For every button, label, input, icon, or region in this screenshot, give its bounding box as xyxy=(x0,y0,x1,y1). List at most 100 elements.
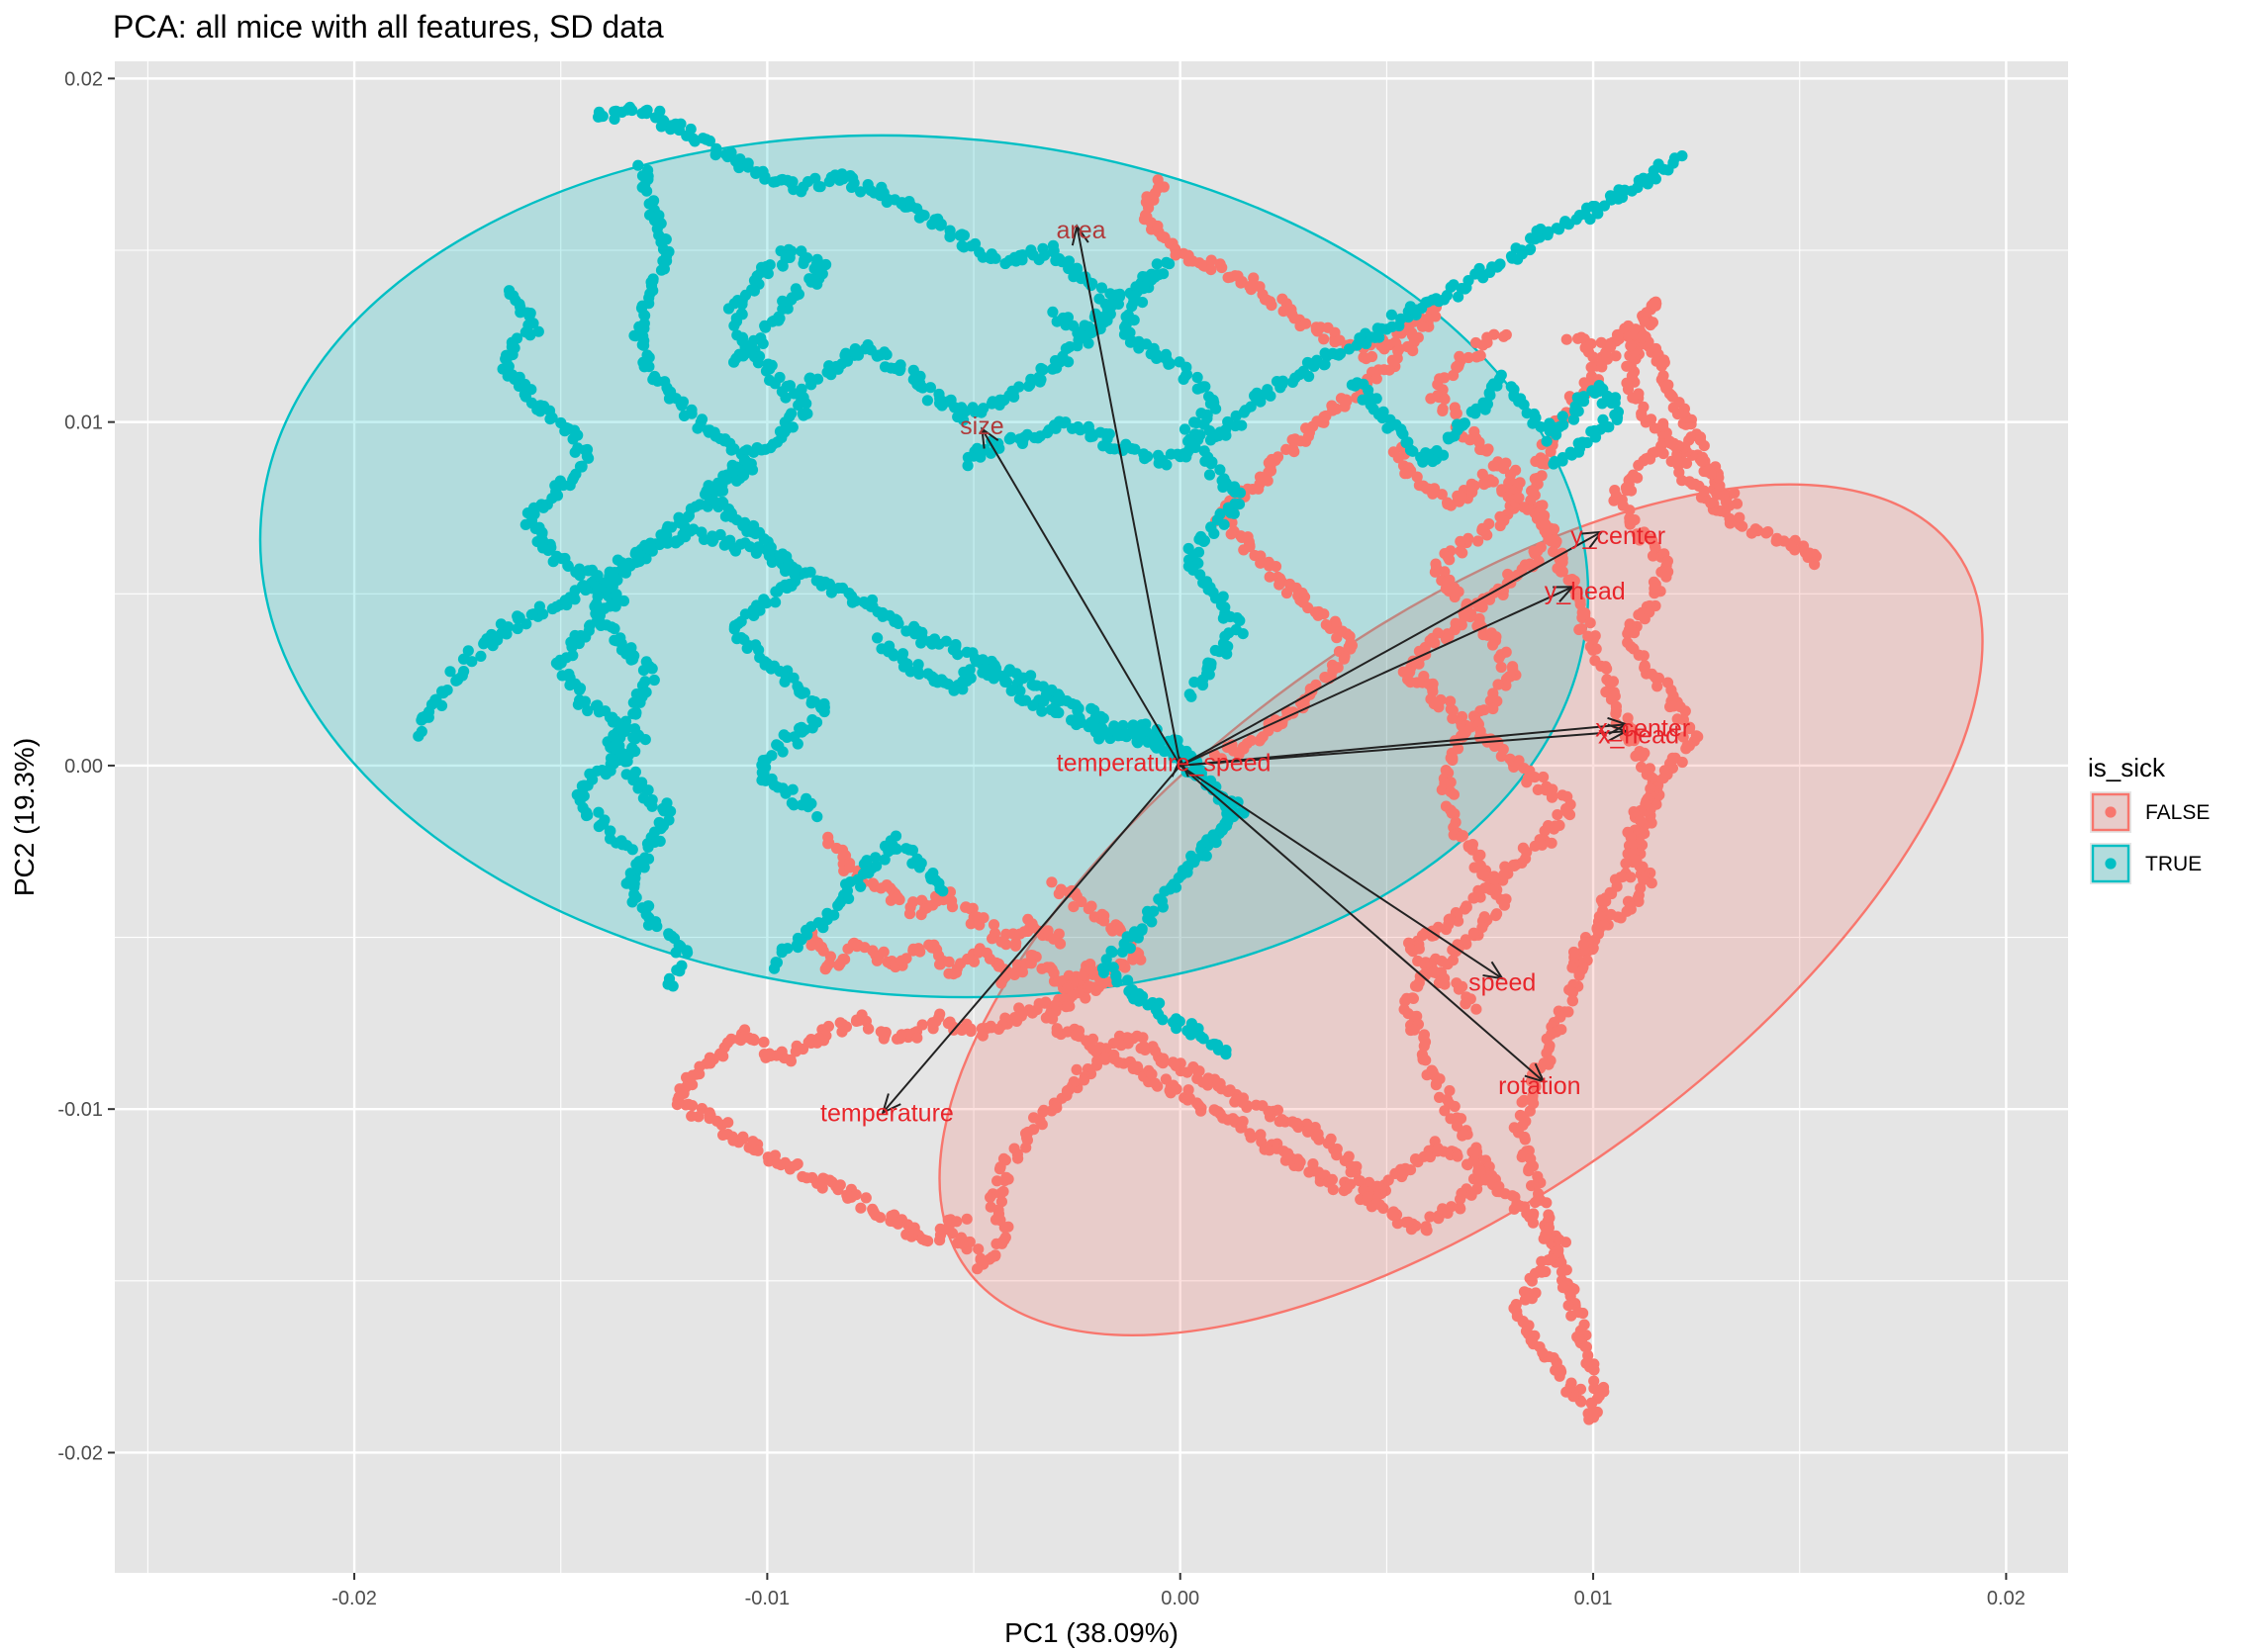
data-point xyxy=(1474,849,1486,861)
data-point xyxy=(1633,459,1645,471)
data-point xyxy=(547,556,559,568)
data-point xyxy=(627,696,639,708)
data-point xyxy=(1461,900,1472,912)
data-point xyxy=(1519,1294,1531,1306)
data-point xyxy=(552,659,564,671)
data-point xyxy=(520,618,532,630)
data-point xyxy=(725,444,737,456)
data-point xyxy=(1100,1043,1112,1055)
data-point xyxy=(755,332,767,344)
data-point xyxy=(782,943,794,955)
data-point xyxy=(667,980,679,992)
data-point xyxy=(737,1133,749,1145)
data-point xyxy=(1559,1237,1571,1248)
data-point xyxy=(1230,1094,1242,1106)
data-point xyxy=(741,444,753,456)
data-point xyxy=(918,210,930,222)
data-point xyxy=(1585,370,1598,382)
data-point xyxy=(940,635,952,647)
data-point xyxy=(643,198,655,210)
data-point xyxy=(600,769,613,780)
data-point xyxy=(567,433,579,445)
data-point xyxy=(781,731,793,744)
data-point xyxy=(852,349,865,361)
data-point xyxy=(765,663,777,675)
loading-label-rotation: rotation xyxy=(1498,1072,1580,1100)
data-point xyxy=(803,273,815,285)
data-point xyxy=(975,1253,987,1266)
data-point xyxy=(537,608,549,620)
data-point xyxy=(1469,408,1481,419)
data-point xyxy=(1527,1093,1539,1105)
x-axis-title: PC1 (38.09%) xyxy=(1004,1617,1179,1648)
data-point xyxy=(1550,820,1561,832)
data-point xyxy=(848,177,860,189)
data-point xyxy=(786,797,799,809)
data-point xyxy=(1404,677,1416,688)
data-point xyxy=(1439,978,1451,990)
data-point xyxy=(1518,1111,1530,1123)
data-point xyxy=(1566,994,1578,1007)
data-point xyxy=(934,220,947,231)
data-point xyxy=(1286,1116,1298,1128)
data-point xyxy=(1543,533,1555,545)
data-point xyxy=(1498,899,1510,911)
data-point xyxy=(458,666,470,678)
data-point xyxy=(911,1032,923,1044)
data-point xyxy=(746,284,758,296)
data-point xyxy=(1498,330,1510,342)
data-point xyxy=(1031,680,1043,691)
data-point xyxy=(1511,1311,1523,1323)
data-point xyxy=(990,1238,1002,1249)
data-point xyxy=(1635,815,1647,827)
data-point xyxy=(1054,938,1067,950)
data-point xyxy=(1217,481,1229,493)
data-point xyxy=(777,260,789,272)
y-axis-title: PC2 (19.3%) xyxy=(9,738,40,896)
data-point xyxy=(816,268,828,280)
data-point xyxy=(1646,413,1657,425)
data-point xyxy=(1343,1150,1355,1162)
data-point xyxy=(1122,974,1134,986)
data-point xyxy=(1474,1165,1486,1177)
data-point xyxy=(1460,998,1471,1010)
data-point xyxy=(1236,419,1248,431)
data-point xyxy=(1097,915,1110,927)
data-point xyxy=(790,1046,802,1057)
data-point xyxy=(1585,361,1597,373)
data-point xyxy=(811,811,823,823)
data-point xyxy=(871,955,884,966)
data-point xyxy=(1696,455,1708,467)
data-point xyxy=(793,288,805,300)
data-point xyxy=(1610,704,1622,717)
data-point xyxy=(679,520,691,532)
x-tick-label: 0.01 xyxy=(1574,1588,1613,1609)
data-point xyxy=(1099,1054,1111,1065)
y-tick-label: -0.01 xyxy=(57,1099,103,1121)
data-point xyxy=(801,398,812,410)
data-point xyxy=(1182,255,1194,267)
data-point xyxy=(681,945,693,957)
data-point xyxy=(928,633,941,645)
data-point xyxy=(1683,723,1695,735)
data-point xyxy=(1257,1100,1269,1112)
data-point xyxy=(1445,703,1457,715)
data-point xyxy=(1036,705,1048,717)
data-point xyxy=(532,325,544,337)
data-point xyxy=(1078,1074,1090,1086)
data-point xyxy=(919,1235,931,1246)
data-point xyxy=(1577,1307,1589,1320)
data-point xyxy=(937,885,949,897)
data-point xyxy=(1378,364,1390,376)
data-point xyxy=(1152,174,1164,186)
data-point xyxy=(1027,950,1039,962)
data-point xyxy=(777,746,789,758)
data-point xyxy=(985,1191,996,1203)
data-point xyxy=(1073,702,1085,714)
data-point xyxy=(799,409,811,420)
data-point xyxy=(1245,1132,1257,1144)
data-point xyxy=(639,105,651,117)
data-point xyxy=(1487,460,1499,472)
data-point xyxy=(1047,1013,1059,1025)
